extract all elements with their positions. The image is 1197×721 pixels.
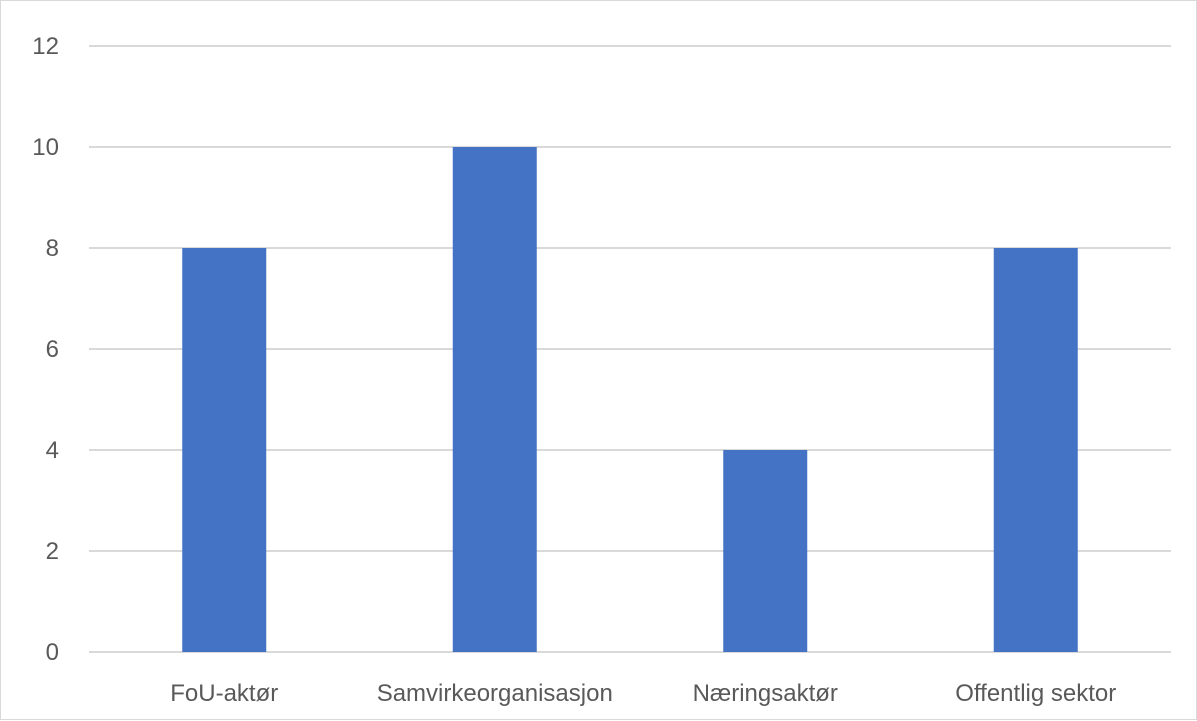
x-axis-ticks: FoU-aktør Samvirkeorganisasjon Næringsaktø… (170, 680, 1116, 707)
x-tick-label: FoU-aktør (170, 680, 278, 707)
bar-1 (452, 147, 537, 652)
y-tick-label: 12 (32, 33, 59, 60)
gridlines (89, 45, 1171, 653)
y-axis-ticks: 0 2 4 6 8 10 12 (32, 33, 59, 666)
bar-0 (182, 248, 267, 652)
y-tick-label: 10 (32, 134, 59, 161)
y-tick-label: 2 (46, 538, 59, 565)
y-tick-label: 6 (46, 336, 59, 363)
bar-2 (723, 450, 808, 652)
x-tick-label: Offentlig sektor (955, 680, 1116, 707)
x-tick-label: Samvirkeorganisasjon (377, 680, 613, 707)
bars (182, 147, 1078, 652)
bar-3 (993, 248, 1078, 652)
y-tick-label: 0 (46, 639, 59, 666)
y-tick-label: 4 (46, 437, 59, 464)
y-tick-label: 8 (46, 235, 59, 262)
x-tick-label: Næringsaktør (693, 680, 838, 707)
